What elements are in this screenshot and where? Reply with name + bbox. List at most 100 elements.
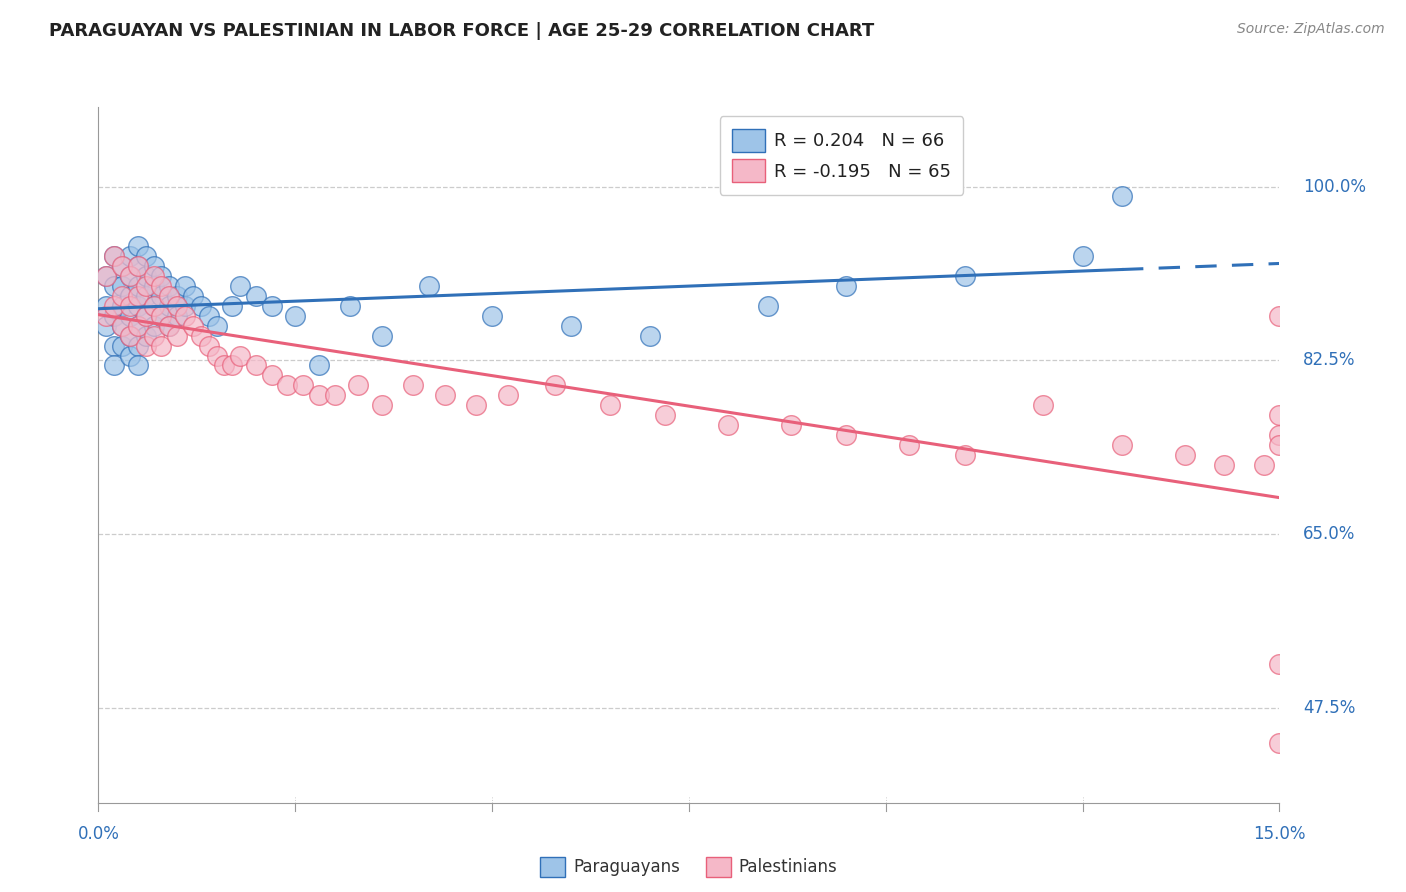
Point — [103, 359, 125, 373]
Point — [181, 289, 204, 303]
Point — [142, 299, 165, 313]
Point — [1174, 448, 1197, 462]
Point — [835, 279, 858, 293]
Point — [96, 318, 118, 333]
Point — [1268, 657, 1291, 671]
Point — [103, 299, 125, 313]
Point — [111, 318, 134, 333]
Point — [103, 249, 125, 263]
Point — [150, 268, 173, 283]
Point — [135, 289, 157, 303]
Point — [465, 398, 488, 412]
Text: 100.0%: 100.0% — [1303, 178, 1367, 195]
Point — [496, 388, 519, 402]
Point — [308, 359, 330, 373]
Point — [402, 378, 425, 392]
Point — [127, 289, 149, 303]
Point — [347, 378, 370, 392]
Point — [260, 299, 283, 313]
Point — [371, 398, 394, 412]
Point — [205, 349, 228, 363]
Point — [1268, 408, 1291, 422]
Point — [1253, 458, 1275, 472]
Point — [481, 309, 503, 323]
Point — [96, 268, 118, 283]
Point — [142, 259, 165, 273]
Point — [157, 279, 180, 293]
Point — [276, 378, 298, 392]
Point — [103, 279, 125, 293]
Point — [127, 299, 149, 313]
Point — [127, 318, 149, 333]
Point — [118, 299, 141, 313]
Point — [150, 338, 173, 352]
Point — [135, 309, 157, 323]
Point — [135, 268, 157, 283]
Point — [157, 289, 180, 303]
Point — [135, 309, 157, 323]
Point — [142, 318, 165, 333]
Point — [780, 418, 803, 433]
Point — [142, 268, 165, 283]
Point — [245, 359, 267, 373]
Point — [118, 309, 141, 323]
Point — [96, 309, 118, 323]
Point — [339, 299, 361, 313]
Point — [174, 309, 197, 323]
Text: 47.5%: 47.5% — [1303, 699, 1355, 717]
Point — [150, 289, 173, 303]
Point — [433, 388, 456, 402]
Point — [221, 299, 243, 313]
Point — [96, 299, 118, 313]
Point — [323, 388, 346, 402]
Text: 65.0%: 65.0% — [1303, 525, 1355, 543]
Point — [111, 259, 134, 273]
Point — [150, 309, 173, 323]
Point — [103, 249, 125, 263]
Point — [118, 249, 141, 263]
Point — [150, 309, 173, 323]
Point — [111, 259, 134, 273]
Point — [118, 349, 141, 363]
Point — [127, 259, 149, 273]
Point — [953, 268, 976, 283]
Point — [190, 299, 212, 313]
Text: 15.0%: 15.0% — [1253, 825, 1306, 843]
Point — [118, 289, 141, 303]
Point — [127, 259, 149, 273]
Point — [292, 378, 315, 392]
Point — [157, 318, 180, 333]
Point — [166, 328, 188, 343]
Point — [953, 448, 976, 462]
Text: Source: ZipAtlas.com: Source: ZipAtlas.com — [1237, 22, 1385, 37]
Point — [118, 268, 141, 283]
Point — [1032, 398, 1054, 412]
Point — [756, 299, 779, 313]
Point — [181, 318, 204, 333]
Point — [118, 328, 141, 343]
Point — [127, 338, 149, 352]
Point — [197, 309, 219, 323]
Point — [111, 318, 134, 333]
Point — [260, 368, 283, 383]
Point — [111, 279, 134, 293]
Point — [599, 398, 621, 412]
Point — [174, 299, 197, 313]
Point — [111, 299, 134, 313]
Point — [284, 309, 307, 323]
Point — [371, 328, 394, 343]
Point — [142, 299, 165, 313]
Point — [127, 279, 149, 293]
Point — [1071, 249, 1094, 263]
Point — [157, 318, 180, 333]
Point — [654, 408, 676, 422]
Point — [638, 328, 661, 343]
Point — [898, 438, 921, 452]
Point — [103, 309, 125, 323]
Point — [1268, 438, 1291, 452]
Point — [166, 289, 188, 303]
Point — [127, 359, 149, 373]
Point — [717, 418, 740, 433]
Point — [118, 328, 141, 343]
Text: 0.0%: 0.0% — [77, 825, 120, 843]
